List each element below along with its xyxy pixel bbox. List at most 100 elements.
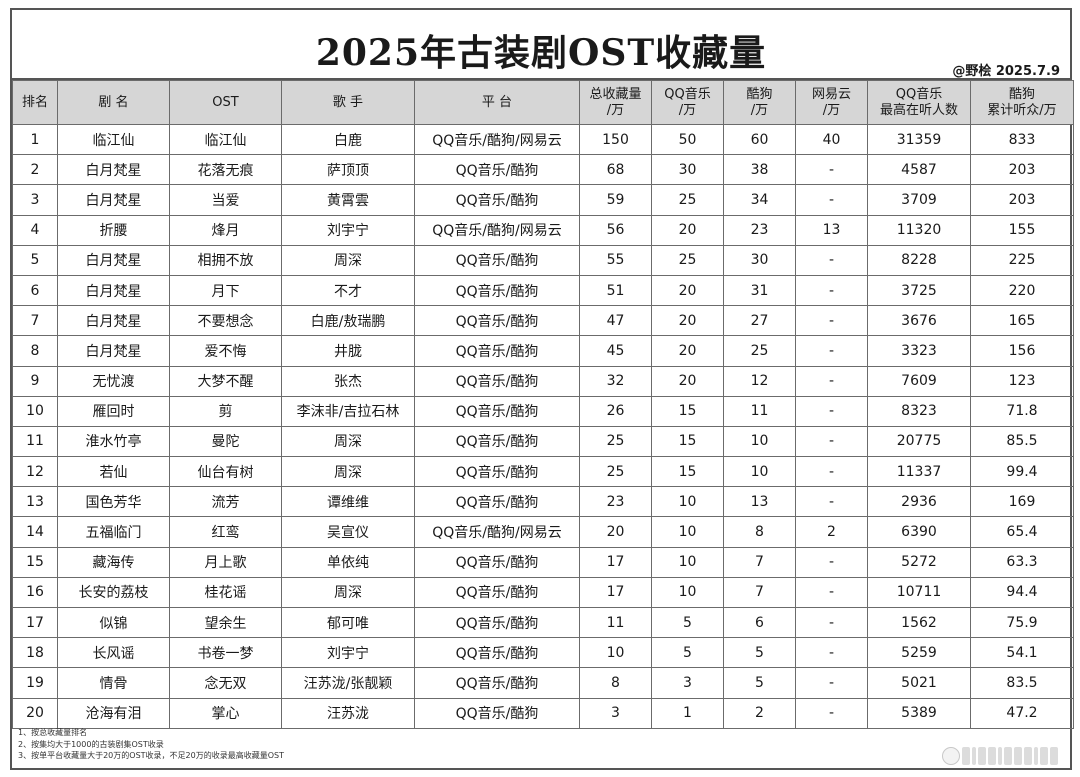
table-row: 15 藏海传 月上歌 单依纯 QQ音乐/酷狗 17 10 7-5272 63.3 — [12, 546, 1074, 578]
table-cell: 5259 — [867, 637, 971, 669]
table-cell: 白鹿 — [281, 123, 415, 156]
table-cell: 54.1 — [970, 637, 1074, 669]
table-cell: 大梦不醒 — [169, 365, 282, 397]
column-header-text: QQ音乐 — [664, 86, 711, 102]
table-cell: - — [795, 154, 868, 186]
table-cell: - — [795, 486, 868, 518]
table-cell: 25 — [651, 184, 724, 216]
table-cell: 203 — [970, 154, 1074, 186]
table-cell: QQ音乐/酷狗 — [414, 154, 580, 186]
table-row: 6 白月梵星 月下 不才 QQ音乐/酷狗 51 20 31-3725 220 — [12, 274, 1074, 307]
table-cell: QQ音乐/酷狗 — [414, 637, 580, 669]
table-cell: 15 — [12, 546, 58, 578]
table-cell: 5389 — [867, 697, 971, 729]
column-header: OST — [169, 80, 282, 125]
table-cell: 55 — [579, 244, 652, 276]
table-cell: 郁可唯 — [281, 606, 415, 639]
table-cell: 张杰 — [281, 365, 415, 397]
table-cell: 刘宇宁 — [281, 214, 415, 246]
table-cell: - — [795, 546, 868, 578]
table-cell: 10 — [12, 395, 58, 427]
table-cell: 3725 — [867, 274, 971, 307]
table-cell: 情骨 — [57, 667, 170, 699]
table-cell: QQ音乐/酷狗 — [414, 305, 580, 337]
table-cell: 4587 — [867, 154, 971, 186]
ranking-sheet: 2025年古装剧OST收藏量 @野桧 2025.7.9 排名 剧 名 OST 歌 手 平… — [10, 8, 1074, 770]
table-cell: 26 — [579, 395, 652, 427]
table-cell: 17 — [579, 546, 652, 578]
table-row: 17 似锦 望余生 郁可唯 QQ音乐/酷狗 11 5 6-1562 75.9 — [12, 606, 1074, 639]
table-cell: 1 — [12, 123, 58, 156]
column-header-text: 网易云 — [811, 86, 851, 102]
table-cell: 长风谣 — [57, 637, 170, 669]
table-cell: 18 — [12, 637, 58, 669]
table-cell: 94.4 — [970, 576, 1074, 609]
table-cell: 国色芳华 — [57, 486, 170, 518]
table-cell: 望余生 — [169, 606, 282, 639]
table-cell: 150 — [579, 123, 652, 156]
table-cell: 17 — [579, 576, 652, 609]
table-cell: 13 — [12, 486, 58, 518]
table-cell: 8228 — [867, 244, 971, 276]
table-cell: 沧海有泪 — [57, 697, 170, 729]
table-cell: 7 — [723, 546, 796, 578]
column-header-text: 酷狗 — [1008, 86, 1035, 102]
table-cell: 若仙 — [57, 456, 170, 488]
table-cell: 23 — [579, 486, 652, 518]
table-cell: 20 — [651, 335, 724, 367]
table-row: 12 若仙 仙台有树 周深 QQ音乐/酷狗 25 15 10-11337 99.4 — [12, 456, 1074, 488]
table-cell: 7609 — [867, 365, 971, 397]
table-cell: 白月梵星 — [57, 305, 170, 337]
table-cell: 周深 — [281, 576, 415, 609]
page-title: 2025年古装剧OST收藏量 — [315, 32, 767, 74]
table-cell: 汪苏泷/张靓颖 — [281, 667, 415, 699]
table-cell: 花落无痕 — [169, 154, 282, 186]
table-cell: 念无双 — [169, 667, 282, 699]
table-row: 2 白月梵星 花落无痕 萨顶顶 QQ音乐/酷狗 68 30 38-4587 203 — [12, 154, 1074, 186]
table-cell: 75.9 — [970, 606, 1074, 639]
table-cell: 曼陀 — [169, 425, 282, 458]
table-cell: 85.5 — [970, 425, 1074, 458]
table-cell: 20 — [12, 697, 58, 729]
column-header: 酷狗/万 — [723, 80, 796, 125]
table-cell: 3676 — [867, 305, 971, 337]
table-cell: 25 — [579, 456, 652, 488]
table-cell: QQ音乐/酷狗 — [414, 667, 580, 699]
table-row: 11 淮水竹亭 曼陀 周深 QQ音乐/酷狗 25 15 10-20775 85.5 — [12, 425, 1074, 458]
table-cell: 流芳 — [169, 486, 282, 518]
table-cell: 3 — [651, 667, 724, 699]
table-cell: 203 — [970, 184, 1074, 216]
table-cell: 63.3 — [970, 546, 1074, 578]
column-header-text: /万 — [822, 102, 841, 118]
column-header: 平 台 — [414, 80, 580, 125]
column-header: 酷狗 累计听众/万 — [970, 80, 1074, 125]
table-cell: 10 — [651, 486, 724, 518]
table-cell: 10 — [651, 546, 724, 578]
table-cell: 白鹿/敖瑞鹏 — [281, 305, 415, 337]
table-cell: - — [795, 184, 868, 216]
table-row: 16 长安的荔枝 桂花谣 周深 QQ音乐/酷狗 17 10 7-10711 94.4 — [12, 576, 1074, 609]
table-cell: 月上歌 — [169, 546, 282, 578]
table-cell: 13 — [795, 214, 868, 246]
table-cell: 10 — [651, 516, 724, 548]
table-cell: QQ音乐/酷狗 — [414, 365, 580, 397]
table-cell: 11 — [12, 425, 58, 458]
table-cell: 32 — [579, 365, 652, 397]
table-row: 20 沧海有泪 掌心 汪苏泷 QQ音乐/酷狗 3 1 2-5389 47.2 — [12, 697, 1074, 729]
table-cell: 单依纯 — [281, 546, 415, 578]
table-cell: 无忧渡 — [57, 365, 170, 397]
footnotes: 1、按总收藏量排名 2、按集均大于1000的古装剧集OST收录 3、按单平台收藏… — [18, 727, 284, 762]
table-row: 9 无忧渡 大梦不醒 张杰 QQ音乐/酷狗 32 20 12-7609 123 — [12, 365, 1074, 397]
table-cell: 155 — [970, 214, 1074, 246]
table-cell: 8 — [723, 516, 796, 548]
table-cell: 2 — [795, 516, 868, 548]
table-cell: 14 — [12, 516, 58, 548]
table-cell: 4 — [12, 214, 58, 246]
table-cell: 20 — [651, 274, 724, 307]
weibo-watermark-icon — [942, 747, 1058, 765]
table-cell: 藏海传 — [57, 546, 170, 578]
table-cell: 似锦 — [57, 606, 170, 639]
table-cell: 周深 — [281, 456, 415, 488]
table-cell: 5 — [723, 667, 796, 699]
table-cell: QQ音乐/酷狗 — [414, 395, 580, 427]
